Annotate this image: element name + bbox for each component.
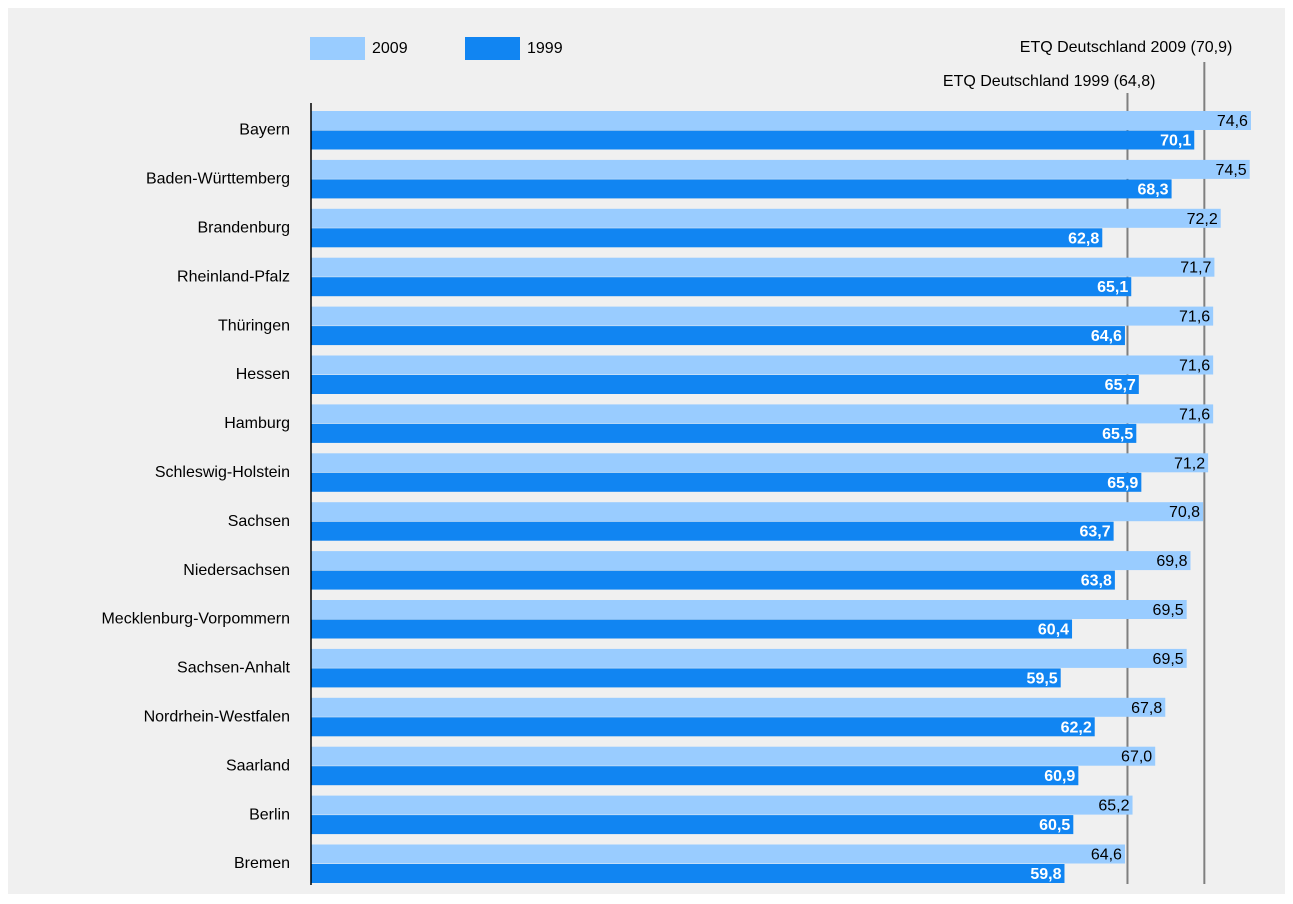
category-label: Baden-Württemberg bbox=[146, 171, 290, 188]
data-label: 65,1 bbox=[1097, 279, 1128, 296]
bar bbox=[311, 179, 1172, 199]
bar bbox=[311, 375, 1139, 394]
category-label: Bremen bbox=[234, 855, 290, 872]
bar bbox=[311, 570, 1115, 590]
bar bbox=[311, 159, 1250, 179]
bar bbox=[311, 130, 1195, 150]
bar bbox=[311, 668, 1061, 688]
data-label: 60,5 bbox=[1039, 817, 1070, 834]
legend-swatch bbox=[310, 37, 365, 60]
data-label: 64,6 bbox=[1091, 846, 1122, 863]
category-label: Rheinland-Pfalz bbox=[177, 268, 290, 285]
reference-label: ETQ Deutschland 2009 (70,9) bbox=[1020, 39, 1233, 56]
bar bbox=[311, 423, 1137, 443]
data-label: 69,8 bbox=[1156, 553, 1187, 570]
data-label: 63,7 bbox=[1079, 524, 1110, 541]
legend-swatch bbox=[465, 37, 520, 60]
bar bbox=[311, 472, 1142, 492]
data-label: 68,3 bbox=[1137, 181, 1168, 198]
data-label: 65,9 bbox=[1107, 475, 1138, 492]
data-label: 60,4 bbox=[1038, 621, 1069, 638]
data-label: 65,7 bbox=[1105, 377, 1136, 394]
data-label: 69,5 bbox=[1153, 651, 1184, 668]
chart-background bbox=[8, 8, 1285, 894]
category-label: Sachsen-Anhalt bbox=[177, 660, 291, 677]
category-label: Nordrhein-Westfalen bbox=[144, 709, 290, 726]
data-label: 74,5 bbox=[1216, 162, 1247, 179]
bar bbox=[311, 619, 1073, 639]
bar bbox=[311, 648, 1187, 668]
category-label: Brandenburg bbox=[197, 220, 290, 237]
data-label: 71,6 bbox=[1179, 357, 1210, 374]
data-label: 63,8 bbox=[1081, 573, 1112, 590]
bar bbox=[311, 551, 1191, 571]
bar bbox=[311, 795, 1133, 815]
bar bbox=[311, 844, 1125, 864]
category-label: Hamburg bbox=[224, 415, 290, 432]
category-label: Sachsen bbox=[228, 513, 290, 530]
data-label: 72,2 bbox=[1187, 211, 1218, 228]
bar bbox=[311, 111, 1251, 130]
data-label: 70,1 bbox=[1160, 132, 1191, 149]
bar bbox=[311, 228, 1103, 248]
data-label: 62,8 bbox=[1068, 230, 1099, 247]
legend-label: 1999 bbox=[527, 40, 563, 57]
bar bbox=[311, 277, 1132, 297]
bar bbox=[311, 815, 1074, 835]
data-label: 67,0 bbox=[1121, 749, 1152, 766]
bar bbox=[311, 355, 1214, 375]
category-label: Berlin bbox=[249, 806, 290, 823]
data-label: 71,7 bbox=[1180, 260, 1211, 277]
data-label: 67,8 bbox=[1131, 700, 1162, 717]
data-label: 70,8 bbox=[1169, 504, 1200, 521]
data-label: 65,5 bbox=[1102, 426, 1133, 443]
category-label: Thüringen bbox=[218, 317, 290, 334]
data-label: 69,5 bbox=[1153, 602, 1184, 619]
data-label: 59,5 bbox=[1027, 670, 1058, 687]
bar bbox=[311, 208, 1221, 228]
category-label: Hessen bbox=[236, 366, 290, 383]
bar bbox=[311, 717, 1095, 737]
bar bbox=[311, 306, 1214, 326]
bar bbox=[311, 697, 1166, 717]
legend-label: 2009 bbox=[372, 40, 408, 57]
bar bbox=[311, 746, 1156, 766]
bar bbox=[311, 864, 1065, 883]
data-label: 74,6 bbox=[1217, 113, 1248, 130]
bar bbox=[311, 257, 1215, 277]
data-label: 60,9 bbox=[1044, 768, 1075, 785]
category-label: Schleswig-Holstein bbox=[155, 464, 290, 481]
bar bbox=[311, 453, 1209, 473]
data-label: 62,2 bbox=[1061, 719, 1092, 736]
data-label: 64,6 bbox=[1091, 328, 1122, 345]
bar bbox=[311, 326, 1125, 346]
data-label: 71,2 bbox=[1174, 455, 1205, 472]
data-label: 71,6 bbox=[1179, 406, 1210, 423]
category-label: Bayern bbox=[239, 122, 290, 139]
data-label: 59,8 bbox=[1030, 866, 1061, 883]
data-label: 71,6 bbox=[1179, 309, 1210, 326]
category-label: Saarland bbox=[226, 757, 290, 774]
data-label: 65,2 bbox=[1098, 798, 1129, 815]
bar bbox=[311, 502, 1204, 522]
bar bbox=[311, 766, 1079, 786]
reference-label: ETQ Deutschland 1999 (64,8) bbox=[943, 73, 1156, 90]
bar bbox=[311, 600, 1187, 619]
bar bbox=[311, 521, 1114, 541]
category-label: Mecklenburg-Vorpommern bbox=[101, 611, 290, 628]
bar bbox=[311, 404, 1214, 424]
category-label: Niedersachsen bbox=[183, 562, 290, 579]
